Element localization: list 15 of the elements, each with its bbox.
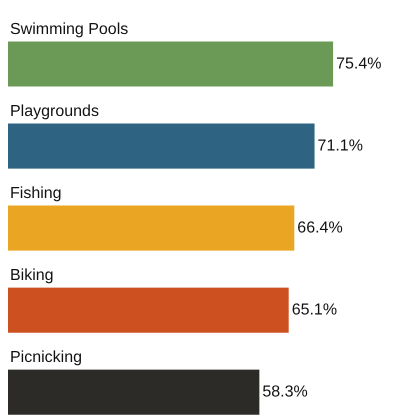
y-tick-label: Fishing (10, 185, 62, 202)
bar (8, 206, 294, 251)
bar (8, 41, 334, 87)
bar (8, 288, 289, 333)
y-tick-label: Swimming Pools (10, 21, 128, 38)
y-tick-label: Biking (10, 267, 54, 284)
data-label: 65.1% (292, 302, 338, 319)
y-tick-label: Playgrounds (10, 103, 99, 120)
data-label: 66.4% (297, 220, 343, 237)
bar (8, 370, 260, 415)
data-label: 75.4% (336, 56, 382, 72)
bar (8, 123, 315, 169)
data-label: 58.3% (262, 384, 308, 401)
y-tick-label: Picnicking (10, 349, 82, 366)
data-label: 71.1% (318, 138, 363, 155)
